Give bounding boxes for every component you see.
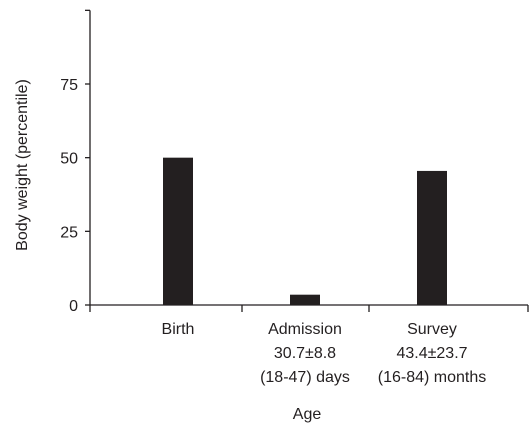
y-tick-label: 25: [60, 224, 78, 241]
y-axis: 0 25 50 75: [60, 9, 91, 315]
bars: [163, 157, 447, 305]
category-label: Survey: [407, 321, 457, 338]
x-axis-title: Age: [293, 406, 322, 423]
y-tick-label: 50: [60, 151, 78, 168]
bar-1: [163, 157, 193, 305]
category-label: 30.7±8.8: [274, 345, 336, 362]
category-label: 43.4±23.7: [396, 345, 467, 362]
category-labels: Birth Admission 30.7±8.8 (18-47) days Survey…: [162, 321, 487, 386]
category-label: (16-84) months: [378, 369, 487, 386]
bar-2: [290, 294, 320, 305]
category-label: Birth: [162, 321, 195, 338]
y-tick-label: 0: [69, 298, 78, 315]
y-tick-label: 75: [60, 77, 78, 94]
category-label: (18-47) days: [260, 369, 350, 386]
x-axis: [89, 304, 529, 312]
y-axis-title: Body weight (percentile): [14, 79, 31, 251]
bar-3: [417, 170, 447, 305]
category-label: Admission: [268, 321, 342, 338]
